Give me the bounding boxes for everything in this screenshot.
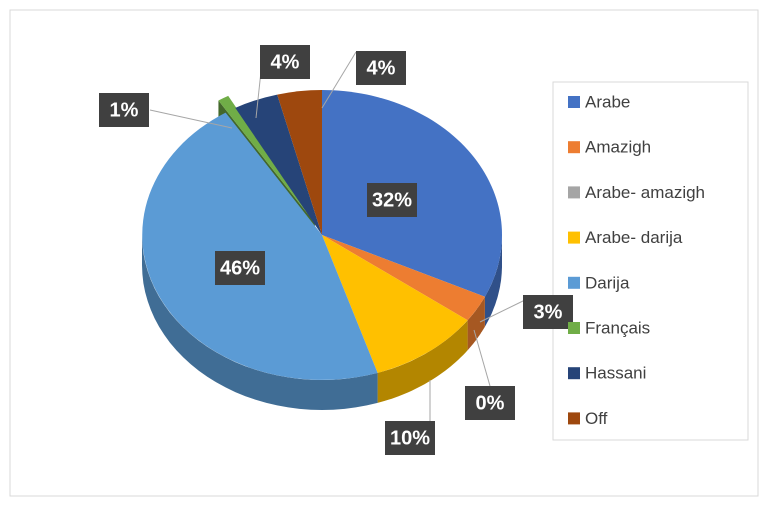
legend-label: Arabe- amazigh [585, 183, 705, 202]
slice-side [377, 320, 468, 403]
leader-line [321, 51, 357, 109]
data-label: 32% [372, 189, 412, 211]
slice-side [484, 235, 502, 327]
data-label-box [215, 251, 265, 285]
legend-swatch [568, 276, 580, 289]
leader-line [473, 329, 491, 387]
legend-swatch [568, 367, 580, 380]
pie-slice [218, 95, 315, 223]
legend-label: Arabe- darija [585, 228, 683, 247]
data-label-box [523, 295, 573, 329]
leader-line [149, 109, 233, 129]
data-label: 1% [110, 99, 139, 121]
legend-swatch [568, 412, 580, 425]
pie-slice [322, 235, 468, 373]
pie-slice [235, 94, 322, 235]
legend-label: Français [585, 318, 650, 337]
data-label: 0% [476, 392, 505, 414]
data-label-box [367, 183, 417, 217]
legend-swatch [568, 141, 580, 154]
legend-swatch [568, 231, 580, 244]
leader-line [479, 299, 526, 323]
legend-swatch [568, 186, 580, 199]
pie-slice [142, 112, 378, 380]
legend-label: Arabe [585, 92, 630, 111]
data-label-box [356, 51, 406, 85]
pie-slice [277, 90, 322, 235]
data-label-box [385, 421, 435, 455]
pie-tops [142, 90, 503, 380]
data-label: 46% [220, 257, 260, 279]
legend-frame [552, 81, 749, 441]
legend-swatch [568, 322, 580, 334]
legend-label: Amazigh [585, 138, 651, 157]
legend-label: Off [585, 409, 608, 428]
slice-side [467, 296, 485, 351]
pie-slice [322, 235, 485, 321]
slice-side [142, 235, 378, 410]
data-label: 3% [534, 301, 563, 323]
data-label-box [465, 386, 515, 420]
data-label-box [260, 45, 310, 79]
data-label: 4% [271, 51, 300, 73]
legend-label: Darija [585, 273, 630, 292]
data-label: 10% [390, 427, 430, 449]
data-label: 4% [367, 57, 396, 79]
legend-label: Hassani [585, 364, 646, 383]
data-label-box [99, 93, 149, 127]
legend-swatch [568, 96, 580, 108]
